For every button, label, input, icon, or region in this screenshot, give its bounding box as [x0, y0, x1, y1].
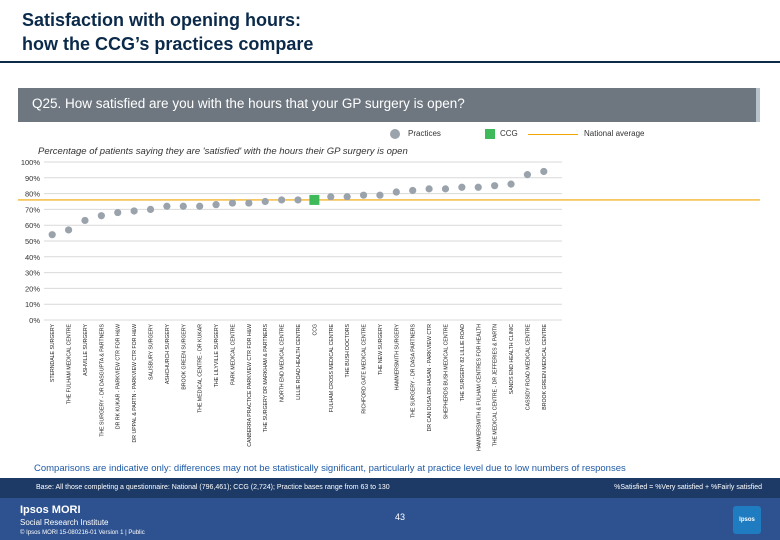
practice-point [163, 202, 171, 210]
category-label: FULHAM CROSS MEDICAL CENTRE [329, 323, 335, 412]
practice-point [196, 202, 204, 210]
category-label: BROOK GREEN SURGERY [181, 323, 187, 389]
practice-point [278, 196, 286, 204]
practice-point [491, 182, 499, 190]
practice-point [359, 191, 368, 199]
ipsos-logo: Ipsos [733, 506, 761, 534]
practice-point [228, 199, 237, 207]
category-label: SALISBURY SURGERY [149, 323, 155, 379]
y-tick-label: 80% [25, 190, 40, 199]
practice-point [392, 188, 400, 196]
chart-title: Percentage of patients saying they are '… [38, 146, 408, 157]
practice-point [540, 167, 548, 176]
practice-point [441, 185, 450, 193]
category-label: THE SURGERY DR MARKHAM & PARTNERS [263, 323, 269, 432]
category-label: CASSIDY ROAD MEDICAL CENTRE [525, 323, 531, 410]
category-label: ASHVILLE SURGERY [83, 323, 89, 375]
y-tick-label: 20% [25, 284, 40, 293]
practice-point [130, 207, 138, 215]
practice-point [343, 193, 351, 201]
ipsos-wordmark: Ipsos MORI [20, 504, 81, 516]
practice-point [97, 212, 105, 220]
category-label: PARK MEDICAL CENTRE [230, 323, 236, 384]
legend-practice-marker [390, 129, 400, 139]
category-label: ASHCHURCH SURGERY [165, 323, 171, 384]
legend-ccg-label: CCG [500, 129, 518, 138]
category-label: HAMMERSMITH & FULHAM CENTRES FOR HEALTH [476, 324, 482, 451]
practice-point [245, 199, 253, 207]
category-label: THE LILYVILLE SURGERY [214, 323, 220, 387]
category-label: THE NEW SURGERY [378, 323, 384, 374]
category-label: DR UPPAL & PARTN - PARKVIEW CTR FOR H&W [132, 324, 138, 443]
practice-point [507, 180, 515, 188]
practice-point [376, 191, 384, 199]
ccg-point [309, 194, 320, 205]
y-tick-label: 40% [25, 253, 40, 262]
category-label: DR CAN DUSA DR HASAN - PARKVIEW CTR [427, 324, 433, 432]
legend-ccg-marker [485, 129, 495, 139]
y-tick-label: 100% [21, 158, 41, 167]
practice-point [81, 216, 89, 225]
category-label: THE SURGERY - DR DASA PARTNERS [411, 323, 417, 417]
practice-point [48, 231, 56, 239]
practice-point [425, 185, 433, 193]
y-tick-label: 50% [25, 237, 40, 246]
practice-point [327, 193, 335, 201]
category-label: THE SURGERY - DR DASGUPTA & PARTNERS [99, 323, 105, 436]
comparison-note: Comparisons are indicative only: differe… [34, 463, 626, 474]
category-label: THE BUSH DOCTORS [345, 323, 351, 377]
category-label: DR RK KUKAR - PARKVIEW CTR FOR H&W [116, 324, 122, 429]
legend-national-line [528, 134, 578, 135]
page-title: Satisfaction with opening hours: how the… [22, 10, 314, 54]
satisfaction-chart: 0% 10% 20% 30% 40% 50% 60% 70% 80% 90% 100% STERNDA… [18, 158, 760, 451]
category-label: BROOK GREEN MEDICAL CENTRE [542, 323, 548, 409]
category-label: THE FULHAM MEDICAL CENTRE [67, 323, 73, 404]
category-label: THE SURGERY 82 LILLIE ROAD [460, 324, 466, 402]
category-label: CCG [312, 324, 318, 336]
category-label: NORTH END MEDICAL CENTRE [280, 323, 286, 401]
practice-point [261, 197, 269, 206]
category-label: STERNDALE SURGERY [50, 323, 56, 382]
practice-point [409, 186, 417, 195]
category-label: LILLIE ROAD HEALTH CENTRE [296, 323, 302, 399]
category-label: SHEPHERDS BUSH MEDICAL CENTRE [443, 323, 449, 419]
legend-practices-label: Practices [408, 129, 441, 138]
category-label: CANBERRA PRACTICE PARKVIEW CTR FOR H&W [247, 324, 253, 447]
y-tick-label: 10% [25, 300, 40, 309]
y-tick-label: 30% [25, 269, 40, 278]
practice-point [458, 183, 466, 191]
category-label: HAMMERSMITH SURGERY [394, 323, 400, 390]
category-label: RICHFORD GATE MEDICAL CENTRE [362, 323, 368, 413]
practice-point [179, 202, 187, 210]
legend-national-label: National average [584, 129, 645, 138]
category-label: THE MEDICAL CENTRE - DR JEFFERIES & PART… [493, 324, 499, 447]
base-band: Base: All those completing a questionnai… [0, 478, 780, 498]
footer-bar: Ipsos MORI Social Research Institute © I… [0, 498, 780, 540]
question-banner: Q25. How satisfied are you with the hour… [18, 88, 760, 122]
y-tick-label: 60% [25, 221, 40, 230]
institute-name: Social Research Institute [20, 518, 109, 527]
page-number: 43 [395, 512, 406, 522]
y-tick-label: 70% [25, 205, 40, 214]
title-divider [0, 61, 780, 63]
practice-point [474, 183, 482, 191]
practice-point [114, 208, 122, 217]
practice-point [212, 201, 220, 209]
practice-point [523, 171, 532, 179]
y-tick-label: 0% [29, 316, 40, 325]
practice-point [64, 226, 73, 234]
practice-point [146, 205, 155, 213]
category-label: SANDS END HEALTH CLINIC [509, 324, 515, 394]
question-text: Q25. How satisfied are you with the hour… [32, 96, 465, 111]
banner-accent [756, 88, 760, 122]
practice-point [294, 196, 302, 204]
category-label: THE MEDICAL CENTRE - DR KUKAR [198, 324, 204, 413]
base-text: Base: All those completing a questionnai… [36, 484, 390, 491]
copyright-text: © Ipsos MORI 15-080216-01 Version 1 | Pu… [20, 530, 145, 536]
satisfied-key: %Satisfied = %Very satisfied + %Fairly s… [614, 484, 762, 491]
y-tick-label: 90% [25, 174, 40, 183]
